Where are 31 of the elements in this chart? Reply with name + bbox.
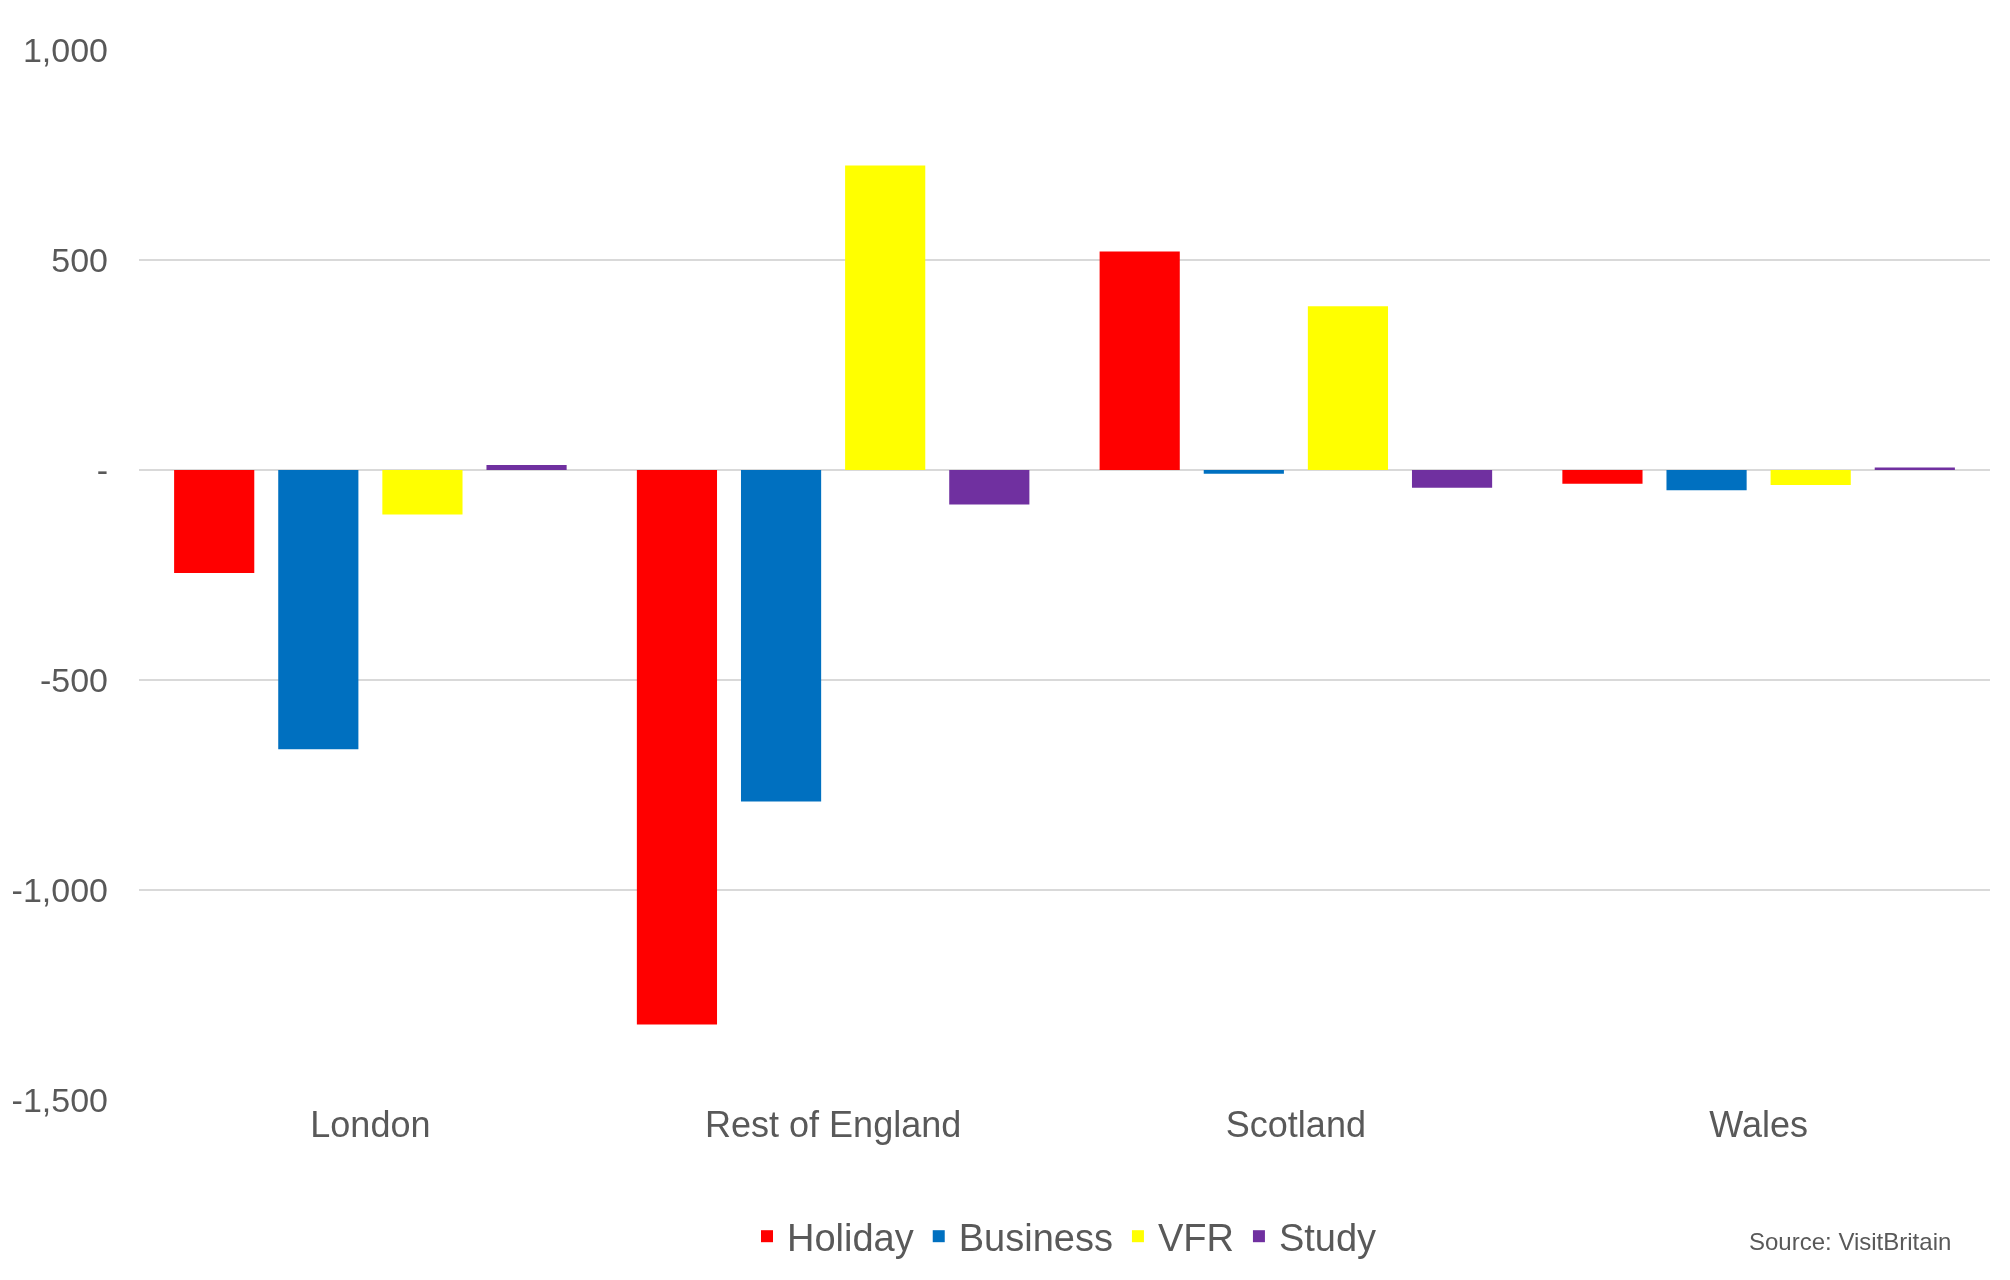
bar [845, 165, 926, 470]
bar [1203, 470, 1284, 474]
x-tick-label: Wales [1709, 1104, 1808, 1145]
x-tick-label: London [310, 1104, 431, 1145]
y-tick-label: -1,000 [11, 870, 108, 909]
legend-label: Business [958, 1217, 1113, 1260]
y-tick-label: -500 [39, 660, 108, 699]
legend-label: Holiday [787, 1217, 914, 1260]
x-tick-label: Scotland [1225, 1104, 1366, 1145]
bar [740, 470, 822, 802]
bar [636, 470, 718, 1025]
x-tick-label: Rest of England [705, 1104, 962, 1145]
bar [1562, 470, 1643, 484]
bar [1874, 467, 1955, 470]
bar [949, 470, 1030, 505]
legend-label: VFR [1157, 1217, 1234, 1260]
bar [1307, 306, 1389, 470]
legend-label: Study [1278, 1217, 1377, 1260]
bar [1099, 251, 1180, 470]
bar [486, 464, 567, 470]
bar [1411, 470, 1493, 488]
bar [1770, 470, 1851, 486]
y-tick-label: 500 [51, 240, 108, 279]
bar [1666, 470, 1747, 491]
source-note: Source: VisitBritain [1749, 1228, 1952, 1255]
bar [174, 470, 255, 573]
bar [278, 470, 359, 750]
bar [382, 470, 463, 515]
y-tick-label: 1,000 [22, 30, 108, 69]
y-tick-label: -1,500 [11, 1080, 108, 1119]
y-tick-label: - [96, 450, 108, 489]
